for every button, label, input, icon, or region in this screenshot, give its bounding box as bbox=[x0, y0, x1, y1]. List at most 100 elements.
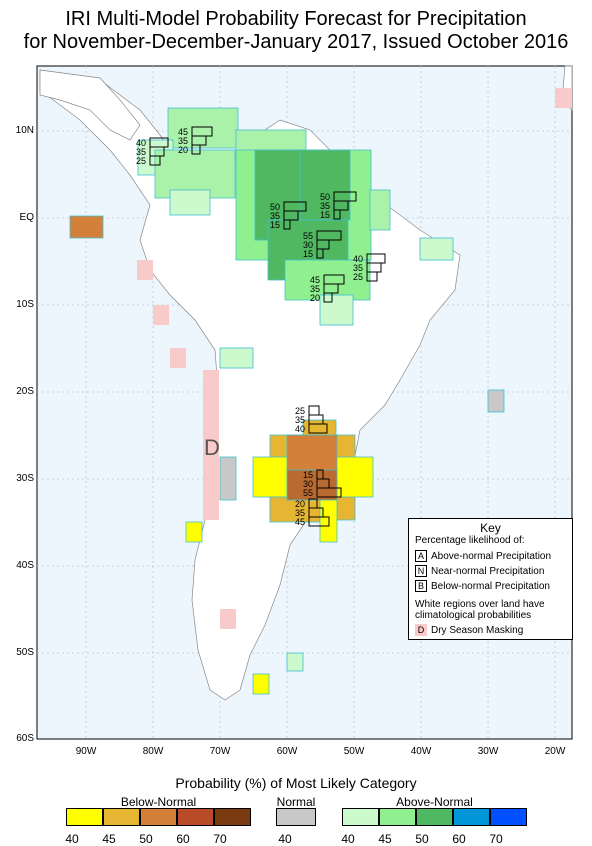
box7-b: 20 bbox=[310, 293, 320, 303]
lon-label: 90W bbox=[75, 746, 97, 757]
lon-label: 60W bbox=[276, 746, 298, 757]
key-n-text: Near-normal Precipitation bbox=[431, 565, 545, 577]
below-normal-region bbox=[69, 215, 374, 695]
key-white-note-2: climatological probabilities bbox=[415, 610, 532, 621]
box9-a: 15 bbox=[303, 470, 313, 480]
legend-swatch-below-45 bbox=[103, 808, 140, 826]
box8-a: 25 bbox=[295, 406, 305, 416]
key-d-box: D bbox=[415, 624, 427, 636]
lon-label: 40W bbox=[410, 746, 432, 757]
lat-label: 40S bbox=[16, 560, 34, 571]
box4-n: 35 bbox=[270, 211, 280, 221]
legend-swatch-above-60 bbox=[453, 808, 490, 826]
box2-n: 35 bbox=[136, 147, 146, 157]
key-a-text: Above-normal Precipitation bbox=[431, 550, 552, 562]
box7-a: 45 bbox=[310, 275, 320, 285]
forecast-box-7: 45 35 20 bbox=[310, 274, 345, 303]
lon-label: 80W bbox=[142, 746, 164, 757]
legend-swatch-above-45 bbox=[379, 808, 416, 826]
legend-swatch-below-60 bbox=[177, 808, 214, 826]
normal-region bbox=[219, 389, 505, 501]
lat-label: 10N bbox=[15, 125, 34, 136]
legend-tick: 70 bbox=[489, 832, 503, 846]
box10-b: 45 bbox=[295, 517, 305, 527]
box8-b: 40 bbox=[295, 424, 305, 434]
legend-tick: 60 bbox=[176, 832, 190, 846]
forecast-box-8: 25 35 40 bbox=[295, 405, 328, 434]
forecast-box-4: 50 35 15 bbox=[270, 201, 307, 230]
forecast-box-2: 40 35 25 bbox=[136, 137, 169, 166]
forecast-box-3: 50 35 15 bbox=[320, 191, 357, 220]
box6-b: 25 bbox=[353, 272, 363, 282]
forecast-boxes: 45 35 20 40 35 25 50 35 15 50 35 15 bbox=[136, 126, 386, 527]
lon-label: 70W bbox=[209, 746, 231, 757]
central-america-land bbox=[39, 69, 141, 141]
legend-tick: 40 bbox=[278, 832, 292, 846]
above-normal-region bbox=[137, 107, 454, 672]
box7-n: 35 bbox=[310, 284, 320, 294]
legend-tick: 45 bbox=[378, 832, 392, 846]
forecast-box-1: 45 35 20 bbox=[178, 126, 213, 155]
box5-a: 55 bbox=[303, 231, 313, 241]
lat-label: 30S bbox=[16, 473, 34, 484]
box3-b: 15 bbox=[320, 210, 330, 220]
box3-a: 50 bbox=[320, 192, 330, 202]
legend-title: Probability (%) of Most Likely Category bbox=[175, 775, 417, 791]
key-b-text: Below-normal Precipitation bbox=[431, 580, 550, 592]
map-key: Key Percentage likelihood of: A Above-nor… bbox=[408, 518, 573, 640]
box4-a: 50 bbox=[270, 202, 280, 212]
key-title: Key bbox=[480, 521, 501, 535]
map-title-line2: for November-December-January 2017, Issu… bbox=[23, 31, 569, 53]
key-subtitle: Percentage likelihood of: bbox=[415, 535, 525, 546]
key-n-box: N bbox=[415, 565, 427, 577]
box10-n: 35 bbox=[295, 508, 305, 518]
map-title-line1: IRI Multi-Model Probability Forecast for… bbox=[65, 8, 527, 30]
box1-b: 20 bbox=[178, 145, 188, 155]
box9-b: 55 bbox=[303, 488, 313, 498]
lat-label: 60S bbox=[16, 733, 34, 744]
legend-swatch-normal-40 bbox=[276, 808, 316, 826]
box6-n: 35 bbox=[353, 263, 363, 273]
legend-below-label: Below-Normal bbox=[120, 795, 197, 809]
key-d-text: Dry Season Masking bbox=[431, 624, 524, 636]
legend-above-label: Above-Normal bbox=[396, 795, 473, 809]
legend-tick: 50 bbox=[139, 832, 153, 846]
key-a-box: A bbox=[415, 550, 427, 562]
forecast-box-6: 40 35 25 bbox=[353, 253, 386, 282]
box6-a: 40 bbox=[353, 254, 363, 264]
box10-a: 20 bbox=[295, 499, 305, 509]
legend-tick: 50 bbox=[415, 832, 429, 846]
box9-n: 30 bbox=[303, 479, 313, 489]
lat-label: EQ bbox=[19, 212, 34, 223]
legend-swatch-above-40 bbox=[342, 808, 379, 826]
key-b-box: B bbox=[415, 580, 427, 592]
box2-a: 40 bbox=[136, 138, 146, 148]
legend-swatch-below-40 bbox=[66, 808, 103, 826]
key-white-note-1: White regions over land have bbox=[415, 599, 545, 610]
box1-n: 35 bbox=[178, 136, 188, 146]
dry-season-mask bbox=[137, 88, 571, 629]
lon-label: 30W bbox=[477, 746, 499, 757]
lat-label: 20S bbox=[16, 386, 34, 397]
legend-tick: 60 bbox=[452, 832, 466, 846]
box4-b: 15 bbox=[270, 220, 280, 230]
legend-swatch-above-50 bbox=[416, 808, 453, 826]
legend-tick: 45 bbox=[102, 832, 116, 846]
legend-tick: 70 bbox=[213, 832, 227, 846]
box5-b: 15 bbox=[303, 249, 313, 259]
legend-normal-label: Normal bbox=[276, 795, 316, 809]
legend-tick: 40 bbox=[65, 832, 79, 846]
lat-label: 10S bbox=[16, 299, 34, 310]
dry-season-letter: D bbox=[204, 435, 220, 460]
lat-label: 50S bbox=[16, 647, 34, 658]
lon-label: 50W bbox=[343, 746, 365, 757]
box8-n: 35 bbox=[295, 415, 305, 425]
box2-b: 25 bbox=[136, 156, 146, 166]
lon-label: 20W bbox=[544, 746, 566, 757]
legend-tick: 40 bbox=[341, 832, 355, 846]
forecast-box-5: 55 30 15 bbox=[303, 230, 342, 259]
legend-swatch-below-50 bbox=[140, 808, 177, 826]
box3-n: 35 bbox=[320, 201, 330, 211]
forecast-box-10: 20 35 45 bbox=[295, 498, 330, 527]
